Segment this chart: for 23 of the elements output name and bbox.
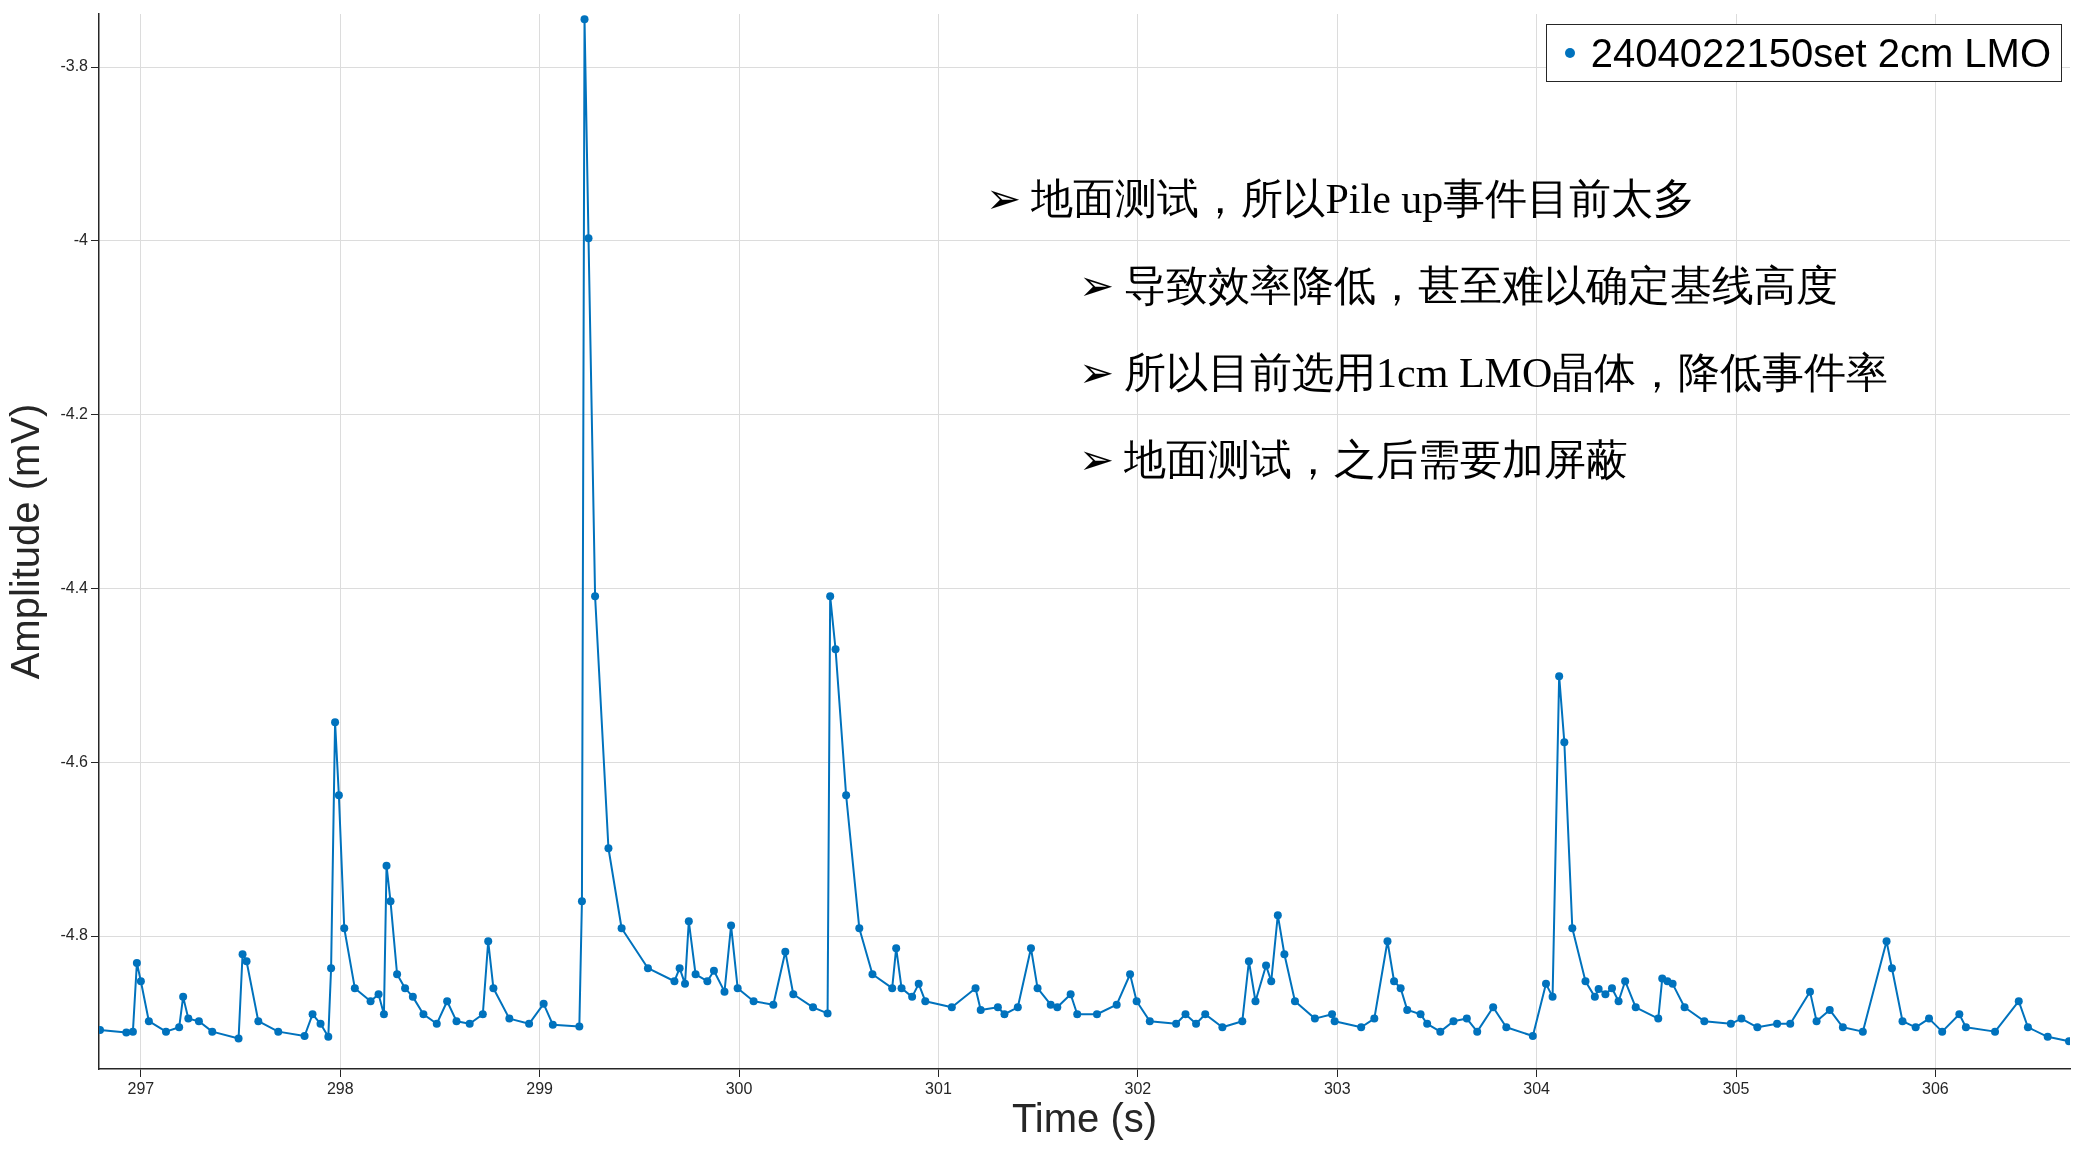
x-tick-label: 303 xyxy=(1323,1080,1351,1098)
x-tick-label: 298 xyxy=(326,1080,354,1098)
y-axis-title: Amplitude (mV) xyxy=(3,403,48,680)
annotation: ➢ 地面测试，之后需要加屏蔽 xyxy=(1078,436,1629,483)
annotation: ➢ 地面测试，所以Pile up事件目前太多 xyxy=(985,175,1696,222)
legend-label: 2404022150set 2cm LMO xyxy=(1590,31,2051,75)
y-tick-label: -4.6 xyxy=(60,752,89,770)
x-tick-label: 304 xyxy=(1523,1080,1551,1098)
x-tick-label: 302 xyxy=(1124,1080,1152,1098)
x-axis-title: Time (s) xyxy=(1011,1096,1158,1141)
annotation: ➢ 导致效率降低，甚至难以确定基线高度 xyxy=(1078,262,1839,309)
y-tick-label: -3.8 xyxy=(60,57,89,75)
x-tick-label: 297 xyxy=(127,1080,155,1098)
y-tick-label: -4.4 xyxy=(60,578,89,596)
y-tick-label: -4.2 xyxy=(60,405,89,423)
y-tick-label: -4 xyxy=(73,231,89,249)
annotation: ➢ 所以目前选用1cm LMO晶体，降低事件率 xyxy=(1078,349,1889,396)
x-tick-label: 300 xyxy=(725,1080,753,1098)
y-tick-label: -4.8 xyxy=(60,926,89,944)
x-tick-label: 306 xyxy=(1922,1080,1949,1098)
x-tick-label: 299 xyxy=(526,1080,554,1098)
x-tick-label: 301 xyxy=(925,1080,952,1098)
x-tick-label: 305 xyxy=(1722,1080,1750,1098)
